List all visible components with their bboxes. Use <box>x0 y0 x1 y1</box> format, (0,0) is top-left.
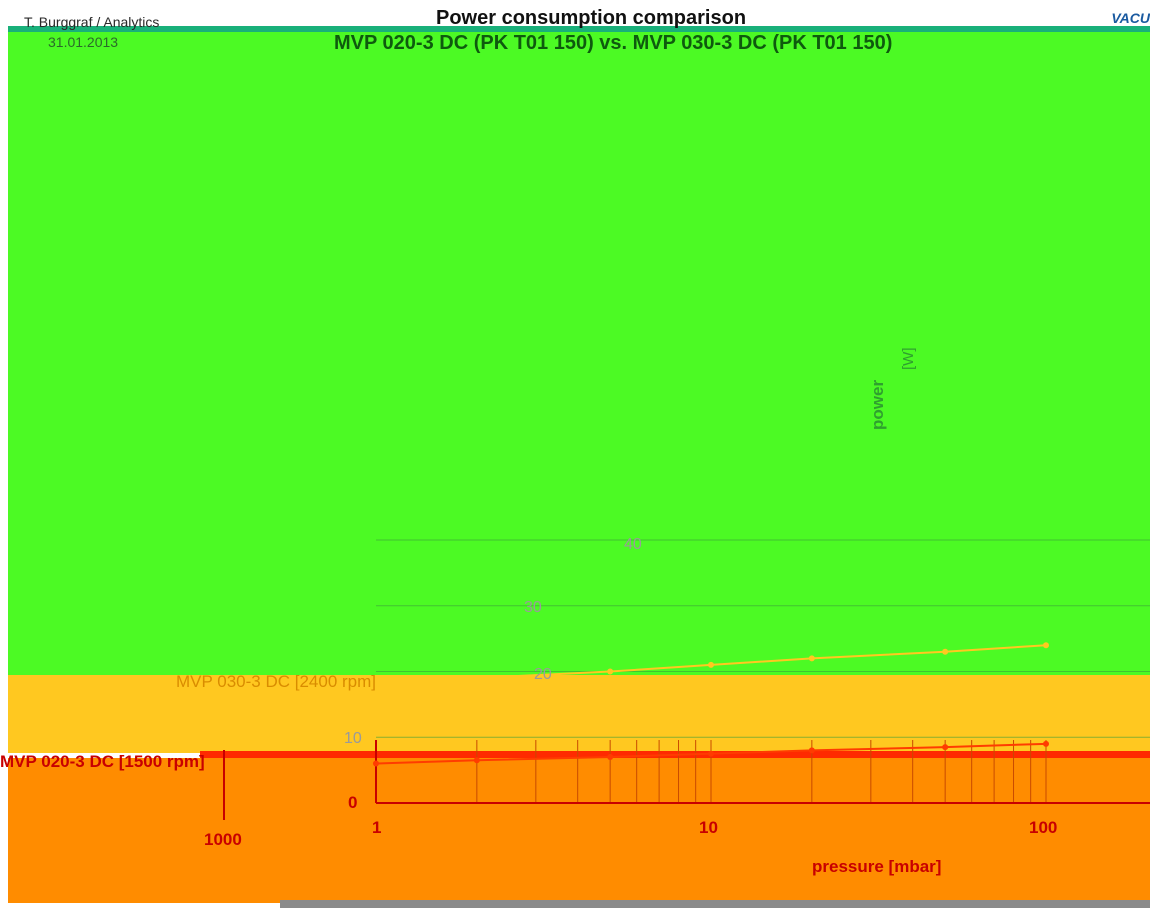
author-label: T. Burggraf / Analytics <box>24 14 160 30</box>
x-tick-label-1000: 1000 <box>204 830 242 849</box>
series-point-0 <box>942 648 949 655</box>
series-point-1 <box>373 760 379 767</box>
chart-subtitle: MVP 020-3 DC (PK T01 150) vs. MVP 030-3 … <box>334 32 893 54</box>
y-axis-label: power <box>868 379 887 430</box>
bottom-gray-strip <box>280 900 1150 908</box>
vacuum-logo: VACU <box>1111 10 1150 26</box>
orange-band <box>8 758 1150 903</box>
series-point-0 <box>473 675 480 682</box>
date-label: 31.01.2013 <box>48 34 119 50</box>
series-point-0 <box>607 668 614 675</box>
series-point-0 <box>808 655 815 662</box>
legend-entry-mvp020: MVP 020-3 DC [1500 rpm] <box>0 752 205 771</box>
y-tick-label-0: 0 <box>348 793 358 812</box>
series-point-0 <box>708 661 714 668</box>
series-point-1 <box>808 747 815 754</box>
series-point-1 <box>708 750 714 757</box>
green-plot-area <box>8 28 1150 675</box>
x-tick-label-10: 10 <box>699 818 718 837</box>
series-point-1 <box>1043 740 1049 747</box>
series-point-1 <box>607 753 614 760</box>
series-point-1 <box>473 757 480 764</box>
top-cyan-strip <box>8 26 1150 32</box>
y-tick-label-40: 40 <box>624 536 642 553</box>
y-tick-label-30: 30 <box>524 599 542 616</box>
chart-title: Power consumption comparison <box>436 7 747 29</box>
yellow-band <box>8 675 1150 753</box>
y-axis-unit: [W] <box>900 347 917 371</box>
series-point-1 <box>942 744 949 751</box>
y-tick-label-10: 10 <box>344 730 362 747</box>
series-point-0 <box>1043 642 1049 649</box>
x-tick-label-100: 100 <box>1029 818 1058 837</box>
x-tick-label-1: 1 <box>372 818 382 837</box>
y-tick-label-20: 20 <box>534 666 552 683</box>
series-point-0 <box>373 681 379 688</box>
x-axis-label: pressure [mbar] <box>812 857 942 876</box>
legend-entry-mvp030: MVP 030-3 DC [2400 rpm] <box>176 672 376 691</box>
